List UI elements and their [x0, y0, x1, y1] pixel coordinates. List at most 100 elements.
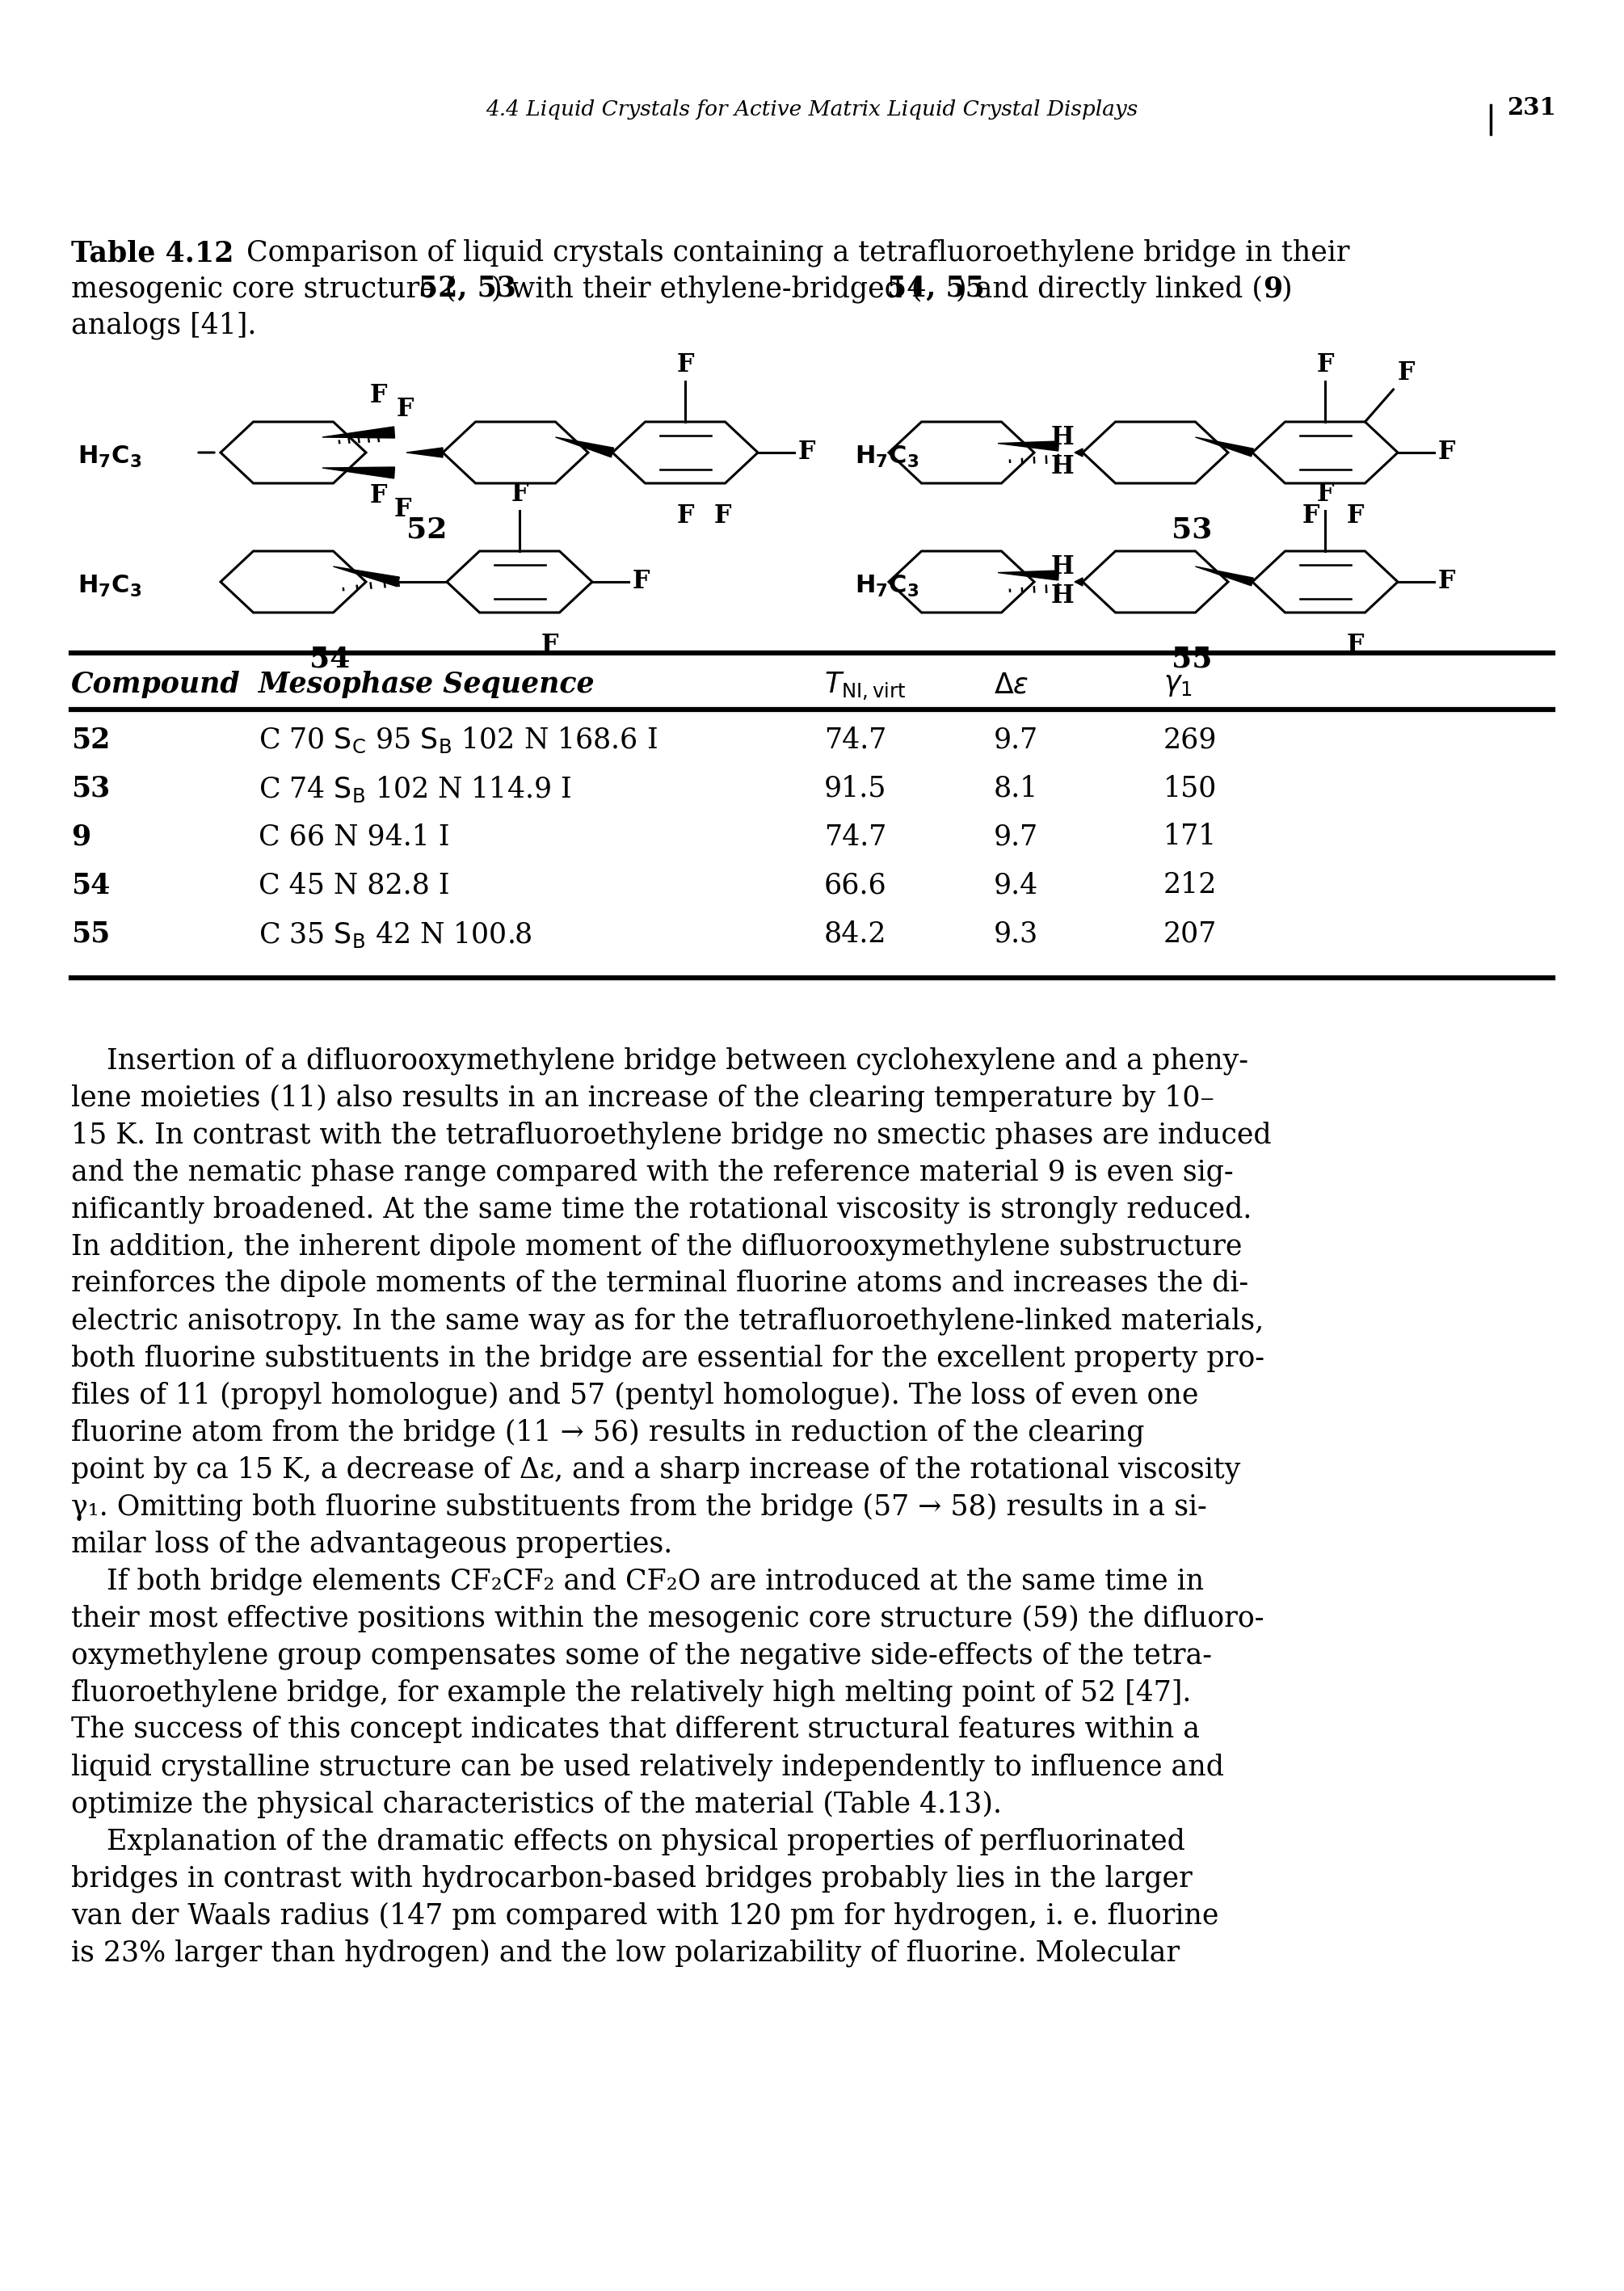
Text: F: F — [1439, 570, 1455, 593]
Text: F: F — [677, 353, 693, 378]
Text: 15 K. In contrast with the tetrafluoroethylene bridge no smectic phases are indu: 15 K. In contrast with the tetrafluoroet… — [71, 1120, 1272, 1148]
Text: F: F — [1317, 481, 1333, 506]
Text: F: F — [369, 483, 387, 509]
Text: $\mathbf{H_7C_3}$: $\mathbf{H_7C_3}$ — [854, 573, 919, 598]
Text: C 74 $\mathrm{S_B}$ 102 N 114.9 I: C 74 $\mathrm{S_B}$ 102 N 114.9 I — [258, 774, 572, 804]
Text: their most effective positions within the mesogenic core structure (​59​) the di: their most effective positions within th… — [71, 1604, 1263, 1631]
Text: γ₁. Omitting both fluorine substituents from the bridge (57 → 58) results in a s: γ₁. Omitting both fluorine substituents … — [71, 1491, 1207, 1521]
Text: 55: 55 — [71, 919, 110, 946]
Text: electric anisotropy. In the same way as for the tetrafluoroethylene-linked mater: electric anisotropy. In the same way as … — [71, 1306, 1263, 1336]
Text: $\gamma_1$: $\gamma_1$ — [1163, 671, 1192, 699]
Text: optimize the physical characteristics of the material (Table 4.13).: optimize the physical characteristics of… — [71, 1789, 1002, 1819]
Text: bridges in contrast with hydrocarbon-based bridges probably lies in the larger: bridges in contrast with hydrocarbon-bas… — [71, 1865, 1192, 1892]
Text: C 70 $\mathrm{S_C}$ 95 $\mathrm{S_B}$ 102 N 168.6 I: C 70 $\mathrm{S_C}$ 95 $\mathrm{S_B}$ 10… — [258, 726, 658, 756]
Text: milar loss of the advantageous properties.: milar loss of the advantageous propertie… — [71, 1530, 672, 1558]
Text: F: F — [512, 481, 528, 506]
Text: Explanation of the dramatic effects on physical properties of perfluorinated: Explanation of the dramatic effects on p… — [71, 1828, 1186, 1856]
Text: $\mathbf{H_7C_3}$: $\mathbf{H_7C_3}$ — [854, 444, 919, 470]
Text: C 45 N 82.8 I: C 45 N 82.8 I — [258, 871, 450, 898]
Text: F: F — [369, 383, 387, 408]
Text: 54: 54 — [310, 644, 351, 671]
Text: 8.1: 8.1 — [994, 774, 1038, 802]
Text: F: F — [1302, 504, 1319, 529]
Text: F: F — [1439, 440, 1455, 465]
Text: nificantly broadened. At the same time the rotational viscosity is strongly redu: nificantly broadened. At the same time t… — [71, 1196, 1252, 1223]
Text: F: F — [1397, 360, 1415, 385]
Text: F: F — [1317, 353, 1333, 378]
Text: oxymethylene group compensates some of the negative side-effects of the tetra-: oxymethylene group compensates some of t… — [71, 1640, 1212, 1670]
Text: 52: 52 — [406, 515, 447, 543]
Text: 9.7: 9.7 — [994, 822, 1038, 850]
Text: In addition, the inherent dipole moment of the difluorooxymethylene substructure: In addition, the inherent dipole moment … — [71, 1233, 1242, 1260]
Text: 9.7: 9.7 — [994, 726, 1038, 754]
Text: 91.5: 91.5 — [823, 774, 887, 802]
Text: Insertion of a difluorooxymethylene bridge between cyclohexylene and a pheny-: Insertion of a difluorooxymethylene brid… — [71, 1047, 1249, 1074]
Text: 9.3: 9.3 — [994, 919, 1038, 946]
Polygon shape — [333, 566, 400, 586]
Text: 53: 53 — [1171, 515, 1212, 543]
Text: C 35 $\mathrm{S_B}$ 42 N 100.8: C 35 $\mathrm{S_B}$ 42 N 100.8 — [258, 919, 533, 948]
Text: 55: 55 — [1171, 644, 1213, 671]
Text: 212: 212 — [1163, 871, 1216, 898]
Polygon shape — [406, 447, 443, 458]
Text: F: F — [799, 440, 815, 465]
Text: 9: 9 — [1263, 275, 1283, 302]
Text: and the nematic phase range compared with the reference material ​9​ is even sig: and the nematic phase range compared wit… — [71, 1157, 1234, 1187]
Text: H: H — [1051, 584, 1073, 609]
Polygon shape — [997, 570, 1059, 580]
Text: F: F — [396, 396, 414, 422]
Text: mesogenic core structure (: mesogenic core structure ( — [71, 275, 456, 302]
Polygon shape — [323, 426, 395, 438]
Text: H: H — [1051, 454, 1073, 479]
Text: $\mathbf{H_7C_3}$: $\mathbf{H_7C_3}$ — [78, 573, 141, 598]
Polygon shape — [1195, 438, 1254, 456]
Text: 4.4 Liquid Crystals for Active Matrix Liquid Crystal Displays: 4.4 Liquid Crystals for Active Matrix Li… — [486, 99, 1138, 119]
Text: 52, 53: 52, 53 — [419, 275, 516, 302]
Text: F: F — [541, 632, 559, 658]
Text: 84.2: 84.2 — [823, 919, 887, 946]
Text: F: F — [1346, 632, 1364, 658]
Text: $\Delta\varepsilon$: $\Delta\varepsilon$ — [994, 671, 1028, 699]
Text: fluoroethylene bridge, for example the relatively high melting point of ​52​ [47: fluoroethylene bridge, for example the r… — [71, 1679, 1192, 1707]
Text: Mesophase Sequence: Mesophase Sequence — [258, 671, 594, 699]
Polygon shape — [997, 442, 1059, 451]
Text: point by ca 15 K, a decrease of Δε, and a sharp increase of the rotational visco: point by ca 15 K, a decrease of Δε, and … — [71, 1455, 1241, 1482]
Text: 231: 231 — [1507, 96, 1556, 119]
Text: If both bridge elements CF₂CF₂ and CF₂O are introduced at the same time in: If both bridge elements CF₂CF₂ and CF₂O … — [71, 1567, 1203, 1595]
Text: 150: 150 — [1163, 774, 1216, 802]
Text: files of ​11​ (propyl homologue) and ​57​ (pentyl homologue). The loss of even o: files of ​11​ (propyl homologue) and ​57… — [71, 1381, 1199, 1409]
Text: H: H — [1051, 426, 1073, 451]
Text: analogs [41].: analogs [41]. — [71, 312, 257, 339]
Text: Compound: Compound — [71, 671, 240, 699]
Text: C 66 N 94.1 I: C 66 N 94.1 I — [258, 822, 450, 850]
Text: 9: 9 — [71, 822, 91, 850]
Text: ) and directly linked (: ) and directly linked ( — [957, 275, 1263, 302]
Text: lene moieties (​11​) also results in an increase of the clearing temperature by : lene moieties (​11​) also results in an … — [71, 1084, 1215, 1111]
Text: 53: 53 — [71, 774, 110, 802]
Text: van der Waals radius (147 pm compared with 120 pm for hydrogen, i. e. fluorine: van der Waals radius (147 pm compared wi… — [71, 1902, 1218, 1929]
Polygon shape — [555, 438, 614, 458]
Text: 9.4: 9.4 — [994, 871, 1038, 898]
Polygon shape — [323, 467, 395, 479]
Text: fluorine atom from the bridge (​11​ → ​56​) results in reduction of the clearing: fluorine atom from the bridge (​11​ → ​5… — [71, 1418, 1145, 1446]
Text: 54: 54 — [71, 871, 110, 898]
Text: both fluorine substituents in the bridge are essential for the excellent propert: both fluorine substituents in the bridge… — [71, 1345, 1265, 1372]
Text: 74.7: 74.7 — [823, 822, 887, 850]
Polygon shape — [1075, 449, 1083, 456]
Text: F: F — [393, 497, 411, 522]
Text: F: F — [715, 504, 731, 529]
Text: Comparison of liquid crystals containing a tetrafluoroethylene bridge in their: Comparison of liquid crystals containing… — [229, 238, 1350, 268]
Text: reinforces the dipole moments of the terminal fluorine atoms and increases the d: reinforces the dipole moments of the ter… — [71, 1269, 1249, 1297]
Text: is 23% larger than hydrogen) and the low polarizability of fluorine. Molecular: is 23% larger than hydrogen) and the low… — [71, 1938, 1179, 1966]
Polygon shape — [1195, 566, 1254, 586]
Text: 269: 269 — [1163, 726, 1218, 754]
Text: Table 4.12: Table 4.12 — [71, 238, 234, 266]
Text: The success of this concept indicates that different structural features within : The success of this concept indicates th… — [71, 1716, 1200, 1743]
Text: 54, 55: 54, 55 — [887, 275, 984, 302]
Text: 207: 207 — [1163, 919, 1216, 946]
Text: ): ) — [1281, 275, 1291, 302]
Text: $T_{\rm NI,virt}$: $T_{\rm NI,virt}$ — [823, 671, 906, 703]
Text: 66.6: 66.6 — [823, 871, 887, 898]
Text: ) with their ethylene-bridged (: ) with their ethylene-bridged ( — [490, 275, 922, 302]
Text: 171: 171 — [1163, 822, 1216, 850]
